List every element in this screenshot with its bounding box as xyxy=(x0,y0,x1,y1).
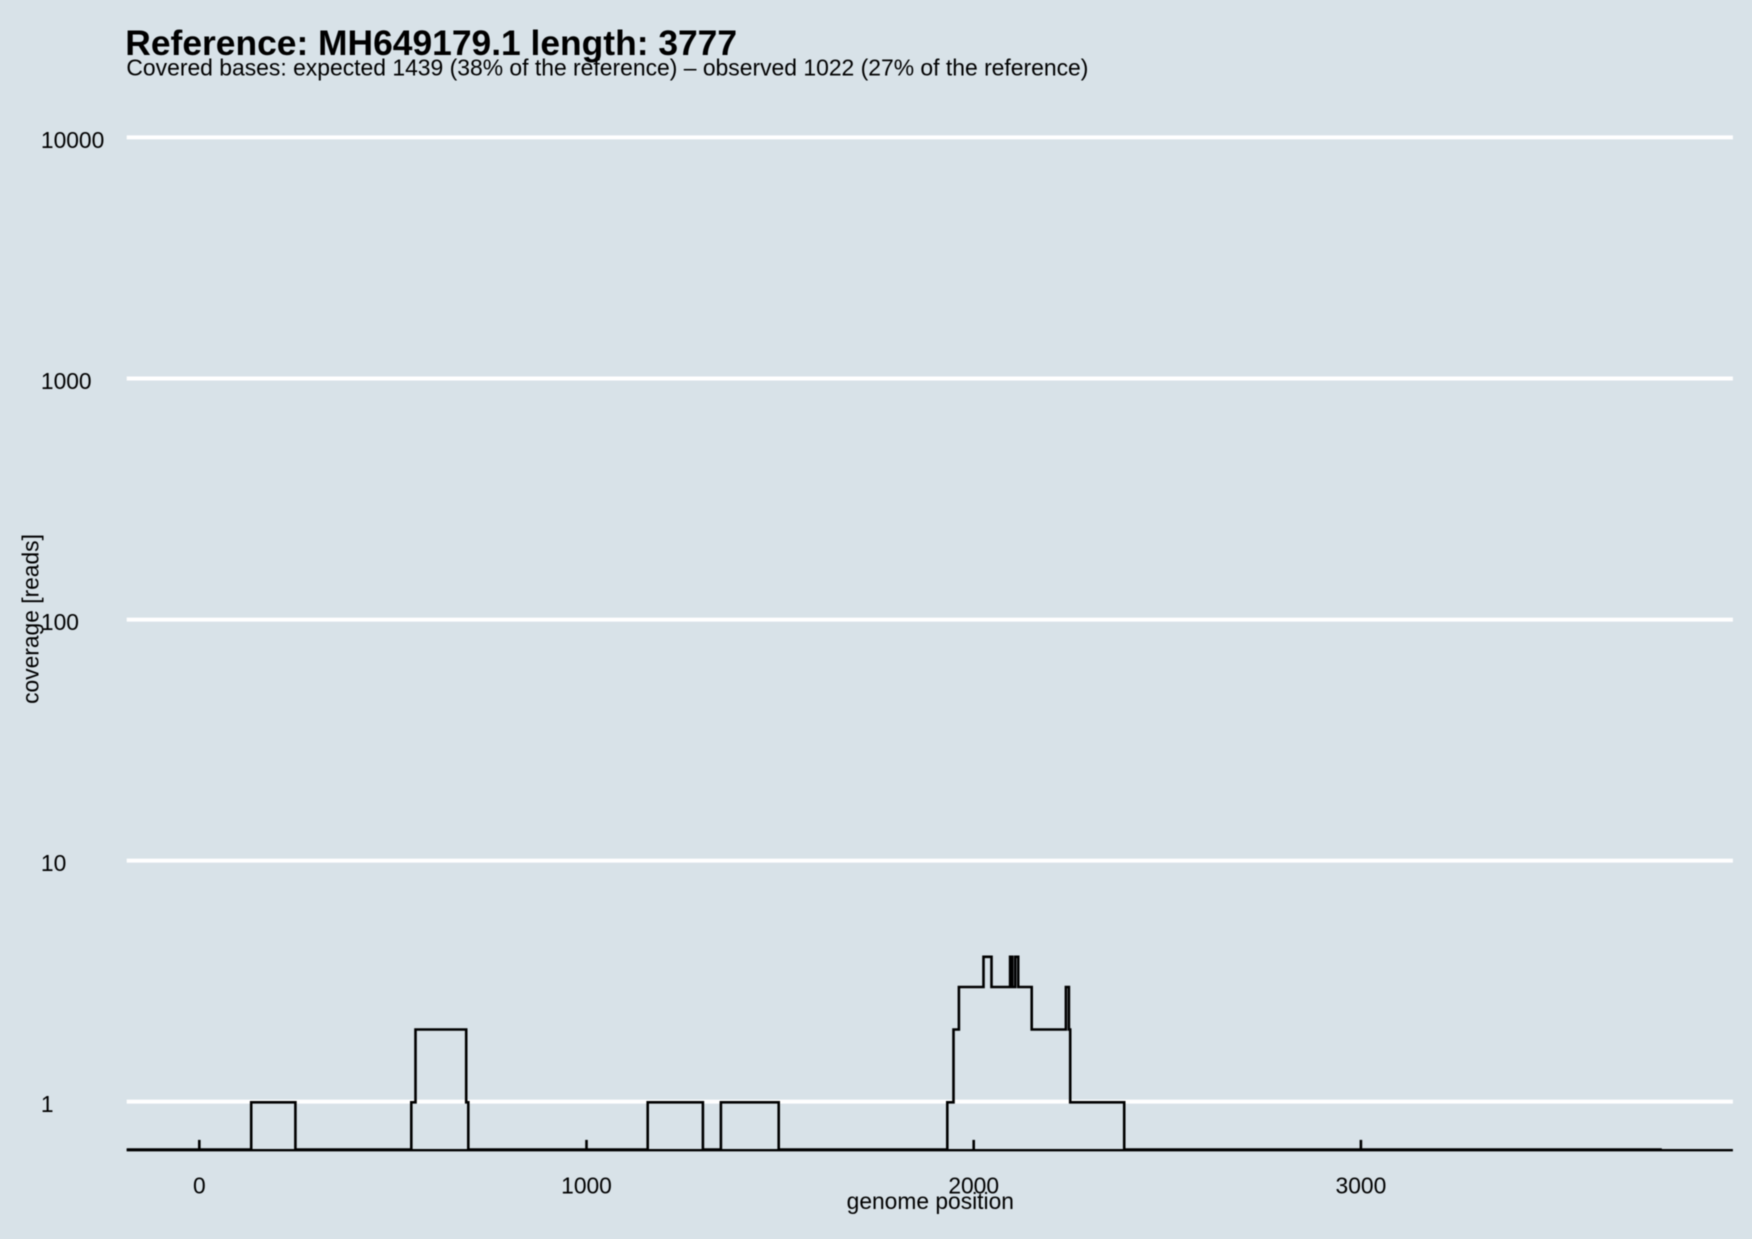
svg-text:0: 0 xyxy=(193,1172,206,1198)
svg-text:100: 100 xyxy=(41,609,79,635)
svg-text:3000: 3000 xyxy=(1336,1172,1387,1198)
svg-text:10000: 10000 xyxy=(41,127,104,153)
svg-text:1000: 1000 xyxy=(561,1172,612,1198)
svg-text:1: 1 xyxy=(41,1091,54,1117)
svg-text:Covered bases: expected 1439 (: Covered bases: expected 1439 (38% of the… xyxy=(126,55,1088,81)
svg-text:Reference: MH649179.1 length:: Reference: MH649179.1 length: 3777 xyxy=(125,23,737,63)
svg-text:coverage [reads]: coverage [reads] xyxy=(17,534,43,704)
svg-text:2000: 2000 xyxy=(948,1172,999,1198)
svg-text:10: 10 xyxy=(41,850,66,876)
svg-text:genome position: genome position xyxy=(847,1188,1014,1214)
svg-text:1000: 1000 xyxy=(41,368,92,394)
